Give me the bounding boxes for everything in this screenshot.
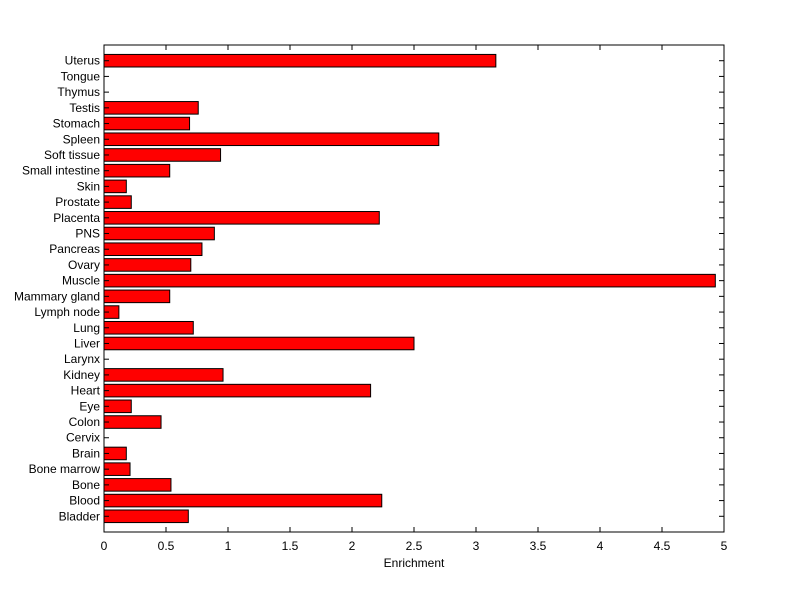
bar-stomach xyxy=(103,116,191,131)
category-label: Small intestine xyxy=(22,164,100,178)
bar-mammary-gland xyxy=(103,289,171,304)
category-label: Testis xyxy=(69,101,100,115)
category-label: Lymph node xyxy=(34,305,100,319)
x-tick-label: 0 xyxy=(101,539,108,553)
category-label: Bladder xyxy=(59,509,100,523)
bar-small-intestine xyxy=(103,163,171,178)
bar-testis xyxy=(103,101,199,115)
x-tick-label: 5 xyxy=(721,539,728,553)
bar-ovary xyxy=(103,258,192,272)
category-label: Spleen xyxy=(63,132,100,146)
x-tick-label: 2.5 xyxy=(406,539,423,553)
category-label: Brain xyxy=(72,446,100,460)
bar-liver xyxy=(103,336,415,351)
ticks-group xyxy=(103,45,725,532)
x-tick-label: 3.5 xyxy=(530,539,547,553)
category-label: Tongue xyxy=(61,69,101,83)
bar-kidney xyxy=(103,368,224,382)
category-label: Lung xyxy=(73,321,100,335)
category-label: Pancreas xyxy=(49,242,100,256)
x-tick-label: 3 xyxy=(473,539,480,553)
category-label: Blood xyxy=(69,494,100,508)
bar-bladder xyxy=(103,509,189,524)
category-label: Bone marrow xyxy=(29,462,101,476)
category-label: Colon xyxy=(69,415,100,429)
category-label: Kidney xyxy=(63,368,100,382)
plot-frame xyxy=(103,44,725,533)
category-label: Soft tissue xyxy=(44,148,100,162)
bar-colon xyxy=(103,415,162,429)
bar-uterus xyxy=(103,53,497,68)
x-tick-label: 4.5 xyxy=(654,539,671,553)
bar-pancreas xyxy=(103,242,203,257)
x-axis-label: Enrichment xyxy=(384,556,445,570)
bar-lung xyxy=(103,320,194,335)
bar-spleen xyxy=(103,132,440,147)
category-label: Mammary gland xyxy=(14,289,100,303)
category-label: Prostate xyxy=(55,195,100,209)
category-label: Placenta xyxy=(53,211,100,225)
bar-blood xyxy=(103,493,383,508)
category-label: Larynx xyxy=(64,352,100,366)
category-label: Thymus xyxy=(57,85,100,99)
category-label: Cervix xyxy=(66,431,100,445)
category-label: Muscle xyxy=(62,274,100,288)
bar-pns xyxy=(103,226,215,241)
bar-bone xyxy=(103,478,172,492)
bar-heart xyxy=(103,383,372,398)
category-label: Liver xyxy=(74,336,100,350)
x-tick-label: 4 xyxy=(597,539,604,553)
category-label: Uterus xyxy=(65,54,100,68)
category-label: Skin xyxy=(77,179,100,193)
category-label: PNS xyxy=(75,227,100,241)
category-label: Eye xyxy=(79,399,100,413)
category-label: Stomach xyxy=(53,117,100,131)
x-tick-label: 2 xyxy=(349,539,356,553)
plot-background xyxy=(104,45,724,532)
category-label: Ovary xyxy=(68,258,100,272)
bar-placenta xyxy=(103,211,380,225)
x-tick-label: 1 xyxy=(225,539,232,553)
bar-muscle xyxy=(103,273,716,288)
x-tick-labels-group: 0 0.5 1 1.5 2 2.5 3 3.5 4 4.5 5 xyxy=(101,539,728,553)
category-label: Bone xyxy=(72,478,100,492)
x-tick-label: 0.5 xyxy=(158,539,175,553)
category-label: Heart xyxy=(71,384,101,398)
x-tick-label: 1.5 xyxy=(282,539,299,553)
bar-soft-tissue xyxy=(103,148,222,162)
